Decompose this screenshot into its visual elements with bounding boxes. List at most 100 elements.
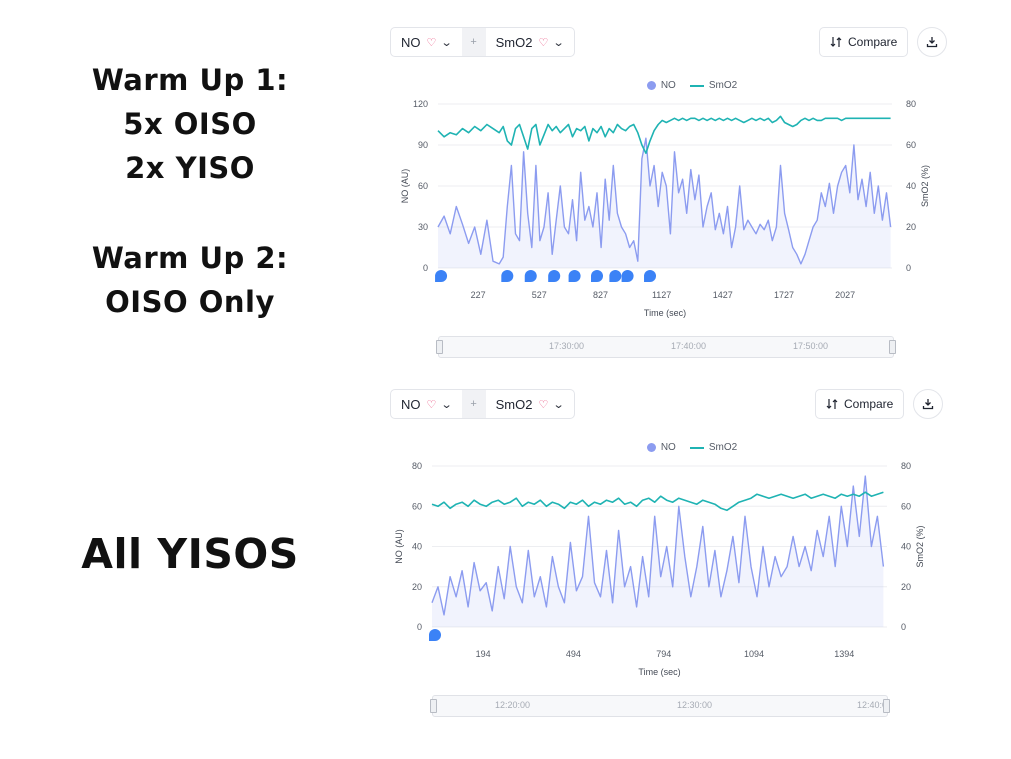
download-button[interactable] — [913, 389, 943, 419]
y-tick-label-right: 60 — [901, 501, 911, 511]
compare-button[interactable]: Compare — [815, 389, 905, 419]
y-tick-label-left: 60 — [418, 181, 428, 191]
slider-time-label: 17:40:00 — [671, 341, 707, 351]
primary-metric-select[interactable]: NO ♡ ⌄ — [391, 390, 462, 418]
y-tick-label-left: 60 — [412, 501, 422, 511]
x-axis-title: Time (sec) — [638, 667, 680, 677]
y-tick-label-left: 120 — [413, 99, 428, 109]
x-tick-label: 827 — [593, 290, 608, 300]
y-tick-label-left: 40 — [412, 542, 422, 552]
y-tick-label-right: 20 — [906, 222, 916, 232]
legend-line-smo2 — [689, 446, 704, 449]
event-marker-icon — [501, 270, 514, 282]
legend-item-no[interactable]: NO — [646, 442, 676, 453]
slider-time-label: 12:40:0 — [857, 700, 888, 710]
x-tick-label: 794 — [656, 649, 671, 659]
y-tick-label-right: 0 — [901, 622, 906, 632]
y-tick-label-left: 80 — [412, 461, 422, 471]
chart-legend: NO SmO2 — [382, 80, 1002, 91]
x-tick-label: 494 — [566, 649, 581, 659]
x-tick-label: 1394 — [834, 649, 854, 659]
heart-icon: ♡ — [426, 398, 437, 411]
compare-icon — [830, 37, 842, 47]
caption-line: 5x OISO — [123, 107, 257, 141]
heart-icon: ♡ — [426, 36, 437, 49]
compare-label: Compare — [844, 397, 894, 411]
y-axis-title-left: NO (AU) — [400, 169, 410, 204]
y-tick-label-right: 60 — [906, 140, 916, 150]
legend-label-smo2: SmO2 — [708, 442, 738, 453]
x-tick-label: 2027 — [835, 290, 855, 300]
slider-handle-left[interactable] — [430, 699, 437, 713]
x-tick-label: 1427 — [713, 290, 733, 300]
secondary-metric-label: SmO2 — [495, 34, 533, 50]
y-tick-label-left: 90 — [418, 140, 428, 150]
download-button[interactable] — [917, 27, 947, 57]
time-range-slider[interactable]: 12:20:00 12:30:00 12:40:0 — [430, 695, 890, 717]
y-tick-label-right: 80 — [901, 461, 911, 471]
legend-item-no[interactable]: NO — [646, 80, 676, 91]
x-tick-label: 1127 — [652, 290, 671, 300]
event-marker-icon — [609, 270, 622, 282]
slider-handle-right[interactable] — [889, 340, 896, 354]
y-tick-label-right: 0 — [906, 263, 911, 273]
y-tick-label-right: 80 — [906, 99, 916, 109]
event-marker-icon — [621, 270, 634, 282]
legend-label-smo2: SmO2 — [708, 80, 738, 91]
secondary-metric-select[interactable]: SmO2 ♡ ⌄ — [486, 28, 574, 56]
chart-legend: NO SmO2 — [382, 442, 1002, 453]
smo2-series-line — [437, 115, 891, 154]
x-axis-title: Time (sec) — [644, 308, 686, 318]
y-tick-label-right: 20 — [901, 582, 911, 592]
primary-metric-label: NO — [401, 396, 421, 412]
slider-handle-left[interactable] — [436, 340, 443, 354]
time-range-slider[interactable]: 17:30:00 17:40:00 17:50:00 — [436, 336, 896, 358]
x-tick-label: 194 — [476, 649, 491, 659]
event-marker-icon — [568, 270, 581, 282]
caption-line: OISO Only — [105, 285, 275, 319]
caption-line: Warm Up 2: — [91, 241, 289, 275]
smo2-series-line — [431, 491, 884, 512]
chevron-down-icon: ⌄ — [440, 36, 453, 49]
slider-time-label: 12:20:00 — [495, 700, 531, 710]
compare-button[interactable]: Compare — [819, 27, 909, 57]
y-axis-title-right: SmO2 (%) — [915, 525, 925, 567]
caption-warm-up-2: Warm Up 2: OISO Only — [60, 236, 320, 324]
event-marker-icon — [429, 629, 442, 641]
metric-selector-group: NO ♡ ⌄ + SmO2 ♡ ⌄ — [390, 27, 575, 57]
primary-metric-label: NO — [401, 34, 421, 50]
event-marker-icon — [591, 270, 604, 282]
caption-line: All YISOS — [81, 530, 299, 578]
legend-item-smo2[interactable]: SmO2 — [689, 80, 738, 91]
no-series-area — [438, 138, 891, 268]
download-icon — [922, 399, 934, 410]
slider-handle-right[interactable] — [883, 699, 890, 713]
x-tick-label: 527 — [532, 290, 547, 300]
x-tick-label: 1727 — [774, 290, 794, 300]
y-tick-label-right: 40 — [906, 181, 916, 191]
caption-line: Warm Up 1: — [91, 63, 289, 97]
plus-separator: + — [461, 390, 486, 418]
caption-line: 2x YISO — [125, 151, 255, 185]
chart-svg-1: 0 30 60 90 120 0 20 40 60 80 227 527 827 1127 1427 1727… — [400, 99, 930, 318]
y-tick-label-left: 20 — [412, 582, 422, 592]
secondary-metric-select[interactable]: SmO2 ♡ ⌄ — [486, 390, 574, 418]
metric-selector-group: NO ♡ ⌄ + SmO2 ♡ ⌄ — [390, 389, 575, 419]
caption-warm-up-1: Warm Up 1: 5x OISO 2x YISO — [60, 58, 320, 190]
event-marker-icon — [644, 270, 657, 282]
y-tick-label-left: 30 — [418, 222, 428, 232]
compare-label: Compare — [848, 35, 898, 49]
primary-metric-select[interactable]: NO ♡ ⌄ — [391, 28, 462, 56]
chart-svg-2: 0 20 40 60 80 0 20 40 60 80 194 494 794 1094 1394 Time … — [394, 461, 925, 677]
slider-time-label: 12:30:00 — [677, 700, 713, 710]
heart-icon: ♡ — [538, 398, 549, 411]
heart-icon: ♡ — [538, 36, 549, 49]
legend-item-smo2[interactable]: SmO2 — [689, 442, 738, 453]
slider-time-label: 17:50:00 — [793, 341, 829, 351]
legend-label-no: NO — [660, 442, 676, 453]
y-tick-label-left: 0 — [417, 622, 422, 632]
y-axis-title-left: NO (AU) — [394, 529, 404, 564]
chevron-down-icon: ⌄ — [440, 398, 453, 411]
chevron-down-icon: ⌄ — [552, 398, 565, 411]
slider-time-label: 17:30:00 — [549, 341, 585, 351]
